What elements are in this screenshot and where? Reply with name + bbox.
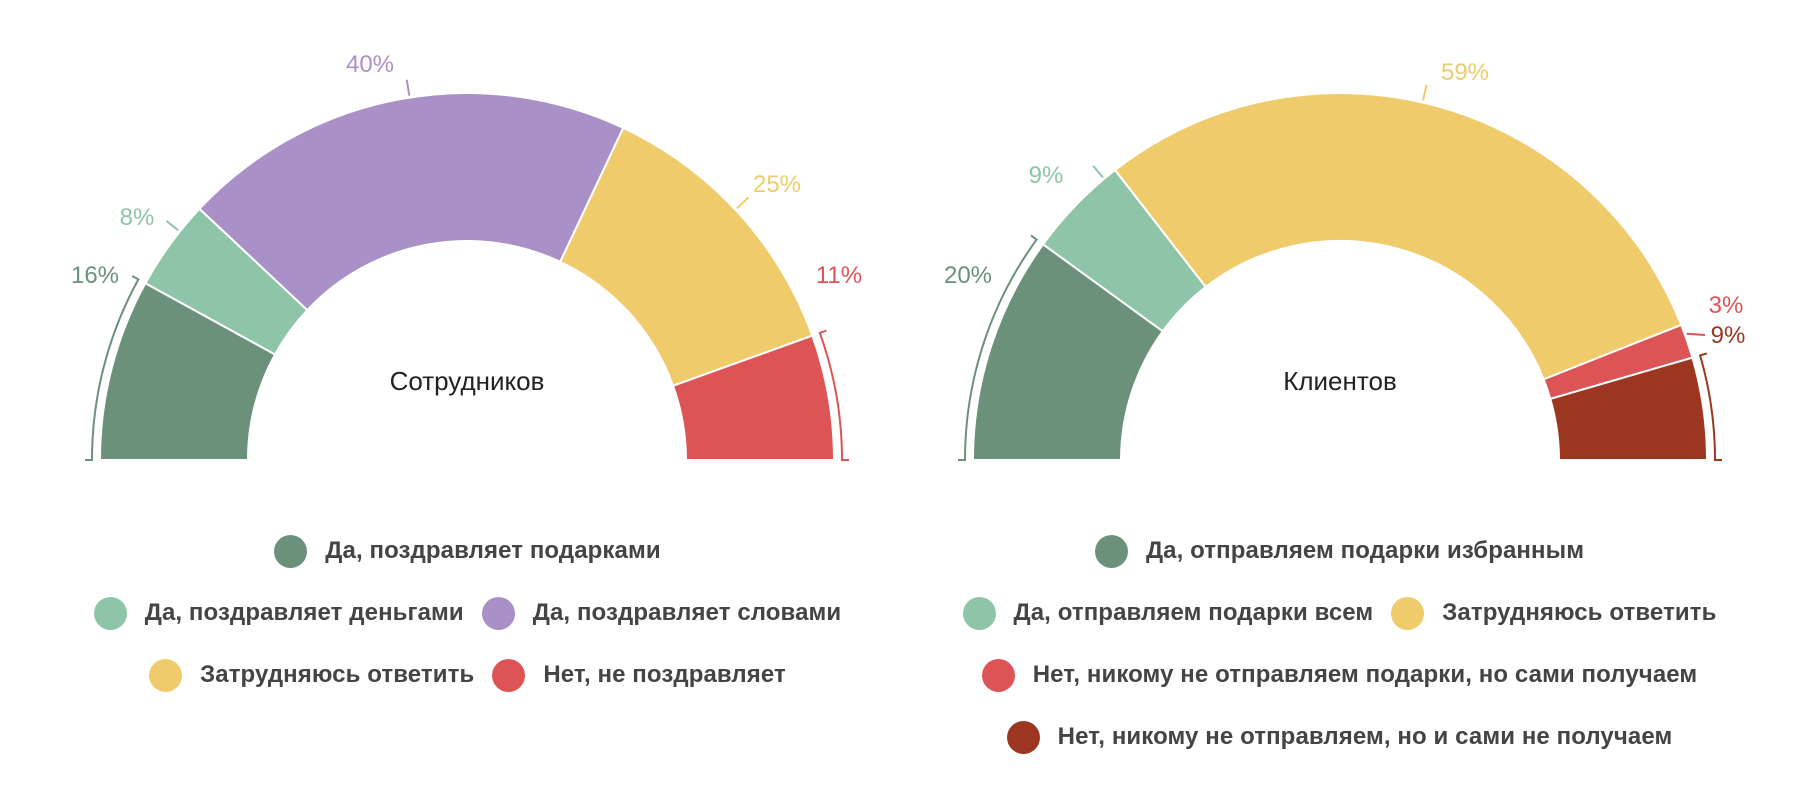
- slice-1-4: [1549, 356, 1709, 461]
- slice-0-4: [671, 334, 836, 461]
- value-label-1-0: 20%: [944, 262, 992, 289]
- legend-label: Да, отправляем подарки всем: [1013, 599, 1374, 626]
- legend-item: Да, отправляем подарки всем: [962, 596, 1374, 630]
- legend-row: Затрудняюсь ответить Нет, не поздравляет: [140, 644, 795, 706]
- bracket-0-4: [818, 329, 849, 461]
- legend-label: Нет, никому не отправляем подарки, но са…: [1032, 661, 1698, 688]
- center-label-0: Сотрудников: [390, 366, 545, 396]
- value-label-1-3: 3%: [1709, 292, 1744, 319]
- bracket-0-0: [85, 275, 140, 461]
- legend-label: Нет, никому не отправляем, но и сами не …: [1057, 723, 1673, 750]
- legend-item: Да, поздравляет словами: [481, 596, 842, 630]
- legend-row: Да, отправляем подарки всем Затрудняюсь о…: [954, 582, 1726, 644]
- value-label-1-1: 9%: [1029, 162, 1064, 189]
- legend-item: Да, отправляем подарки избранным: [1094, 534, 1585, 568]
- legend-employees: Да, поздравляет подарками Да, поздравляет…: [40, 520, 895, 706]
- legend-swatch: [492, 658, 526, 692]
- legend-swatch: [149, 658, 183, 692]
- legend-swatch: [93, 596, 127, 630]
- value-label-1-4: 9%: [1711, 322, 1746, 349]
- legend-label: Затрудняюсь ответить: [1442, 599, 1717, 626]
- slice-0-2: [198, 92, 625, 312]
- leader-line-1-3: [1686, 332, 1706, 336]
- legend-row: Да, поздравляет деньгами Да, поздравляет …: [85, 582, 851, 644]
- legend-clients: Да, отправляем подарки избранным Да, отпр…: [912, 520, 1767, 768]
- bracket-1-0: [958, 234, 1039, 461]
- leader-line-1-2: [1422, 84, 1428, 101]
- legend-item: Да, поздравляет деньгами: [93, 596, 464, 630]
- legend-label: Да, поздравляет словами: [532, 599, 842, 626]
- legend-item: Нет, никому не отправляем, но и сами не …: [1006, 720, 1673, 754]
- legend-swatch: [1006, 720, 1040, 754]
- legend-item: Затрудняюсь ответить: [149, 658, 475, 692]
- legend-swatch: [962, 596, 996, 630]
- legend-label: Затрудняюсь ответить: [200, 661, 475, 688]
- legend-row: Нет, никому не отправляем подарки, но са…: [973, 644, 1707, 706]
- value-label-1-2: 59%: [1441, 59, 1489, 86]
- value-label-0-4: 11%: [816, 262, 862, 289]
- legend-label: Нет, не поздравляет: [543, 661, 786, 688]
- legend-swatch: [1391, 596, 1425, 630]
- legend-swatch: [981, 658, 1015, 692]
- legend-item: Да, поздравляет подарками: [274, 534, 661, 568]
- legend-row: Да, отправляем подарки избранным: [1086, 520, 1593, 582]
- legend-label: Да, отправляем подарки избранным: [1145, 537, 1585, 564]
- leader-line-0-1: [165, 220, 179, 232]
- leader-line-1-1: [1092, 165, 1104, 178]
- legend-label: Да, поздравляет деньгами: [144, 599, 464, 626]
- value-label-0-0: 16%: [71, 262, 119, 289]
- leader-line-0-3: [736, 196, 750, 210]
- center-label-1: Клиентов: [1283, 366, 1397, 396]
- bracket-1-4: [1698, 352, 1722, 461]
- legend-swatch: [274, 534, 308, 568]
- legend-swatch: [1094, 534, 1128, 568]
- legend-item: Нет, не поздравляет: [492, 658, 786, 692]
- value-label-0-3: 25%: [753, 171, 801, 198]
- legend-row: Нет, никому не отправляем, но и сами не …: [998, 706, 1682, 768]
- legend-row: Да, поздравляет подарками: [265, 520, 669, 582]
- legend-swatch: [481, 596, 515, 630]
- leader-line-0-2: [405, 79, 411, 96]
- slice-1-2: [1113, 92, 1683, 381]
- value-label-0-1: 8%: [120, 204, 155, 231]
- value-label-0-2: 40%: [346, 51, 394, 78]
- legend-item: Затрудняюсь ответить: [1391, 596, 1717, 630]
- slice-0-3: [558, 126, 814, 388]
- legend-label: Да, поздравляет подарками: [325, 537, 661, 564]
- legend-item: Нет, никому не отправляем подарки, но са…: [981, 658, 1698, 692]
